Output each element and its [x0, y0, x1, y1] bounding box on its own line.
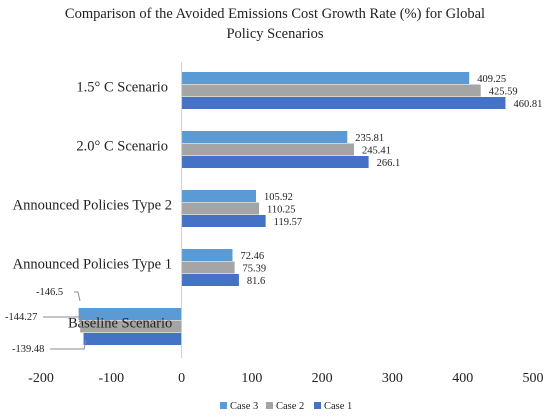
data-label: 72.46 [241, 251, 265, 262]
x-tick-label: 0 [178, 371, 185, 386]
data-label: 81.6 [247, 276, 265, 287]
legend-swatch [314, 402, 321, 409]
legend-swatch [266, 402, 273, 409]
data-label: 119.57 [274, 217, 303, 228]
data-label: -146.5 [36, 287, 63, 298]
leader-line [43, 316, 83, 328]
bar [181, 84, 481, 97]
data-label: 235.81 [355, 133, 384, 144]
data-label: 266.1 [377, 158, 401, 169]
leader-line [74, 291, 81, 302]
bar [78, 308, 182, 320]
chart-title: Comparison of the Avoided Emissions Cost… [65, 6, 485, 42]
bar [80, 320, 182, 333]
category-label: 2.0° C Scenario [76, 139, 168, 155]
data-label: 75.39 [243, 264, 267, 275]
category-label: Announced Policies Type 1 [13, 257, 172, 273]
data-label: 245.41 [362, 146, 391, 157]
legend-swatch [220, 402, 227, 409]
category-label: Baseline Scenario [68, 316, 172, 332]
x-tick-label: 500 [523, 371, 544, 386]
bar [181, 143, 355, 156]
bar [181, 72, 470, 84]
bar [181, 215, 266, 227]
legend-label: Case 2 [276, 401, 304, 412]
bar [181, 97, 506, 109]
bars [78, 72, 506, 345]
x-tick-label: 300 [382, 371, 403, 386]
bar [83, 333, 182, 345]
leader-line [50, 339, 87, 350]
x-tick-label: 400 [452, 371, 473, 386]
x-tick-label: -200 [28, 371, 54, 386]
data-label: -144.27 [5, 312, 37, 323]
data-label: 460.81 [513, 99, 542, 110]
category-labels: 1.5° C Scenario 2.0° C Scenario Announced … [13, 80, 173, 332]
legend-label: Case 1 [324, 401, 352, 412]
data-label: 110.25 [267, 205, 296, 216]
legend-label: Case 3 [230, 401, 258, 412]
category-label: 1.5° C Scenario [76, 80, 168, 96]
data-label: 425.59 [489, 87, 518, 98]
data-label: 105.92 [264, 192, 293, 203]
legend-item: Case 2 [266, 401, 304, 412]
bar [181, 190, 257, 202]
data-label: 409.25 [477, 74, 506, 85]
category-label: Announced Policies Type 2 [13, 198, 172, 214]
legend-item: Case 3 [220, 401, 258, 412]
x-tick-label: 100 [241, 371, 262, 386]
bar [181, 202, 260, 215]
chart-title-line: Comparison of the Avoided Emissions Cost… [65, 6, 485, 22]
legend-item: Case 1 [314, 401, 352, 412]
chart-title-line: Policy Scenarios [226, 26, 323, 42]
bar [181, 131, 348, 143]
bar [181, 261, 235, 274]
bar [181, 274, 239, 286]
x-axis: -200 -100 0 100 200 300 400 500 [28, 62, 544, 386]
bar [181, 249, 233, 261]
x-tick-label: 200 [312, 371, 333, 386]
legend: Case 3 Case 2 Case 1 [220, 401, 352, 412]
bar [181, 156, 369, 168]
x-tick-label: -100 [98, 371, 124, 386]
data-label: -139.48 [12, 344, 44, 355]
